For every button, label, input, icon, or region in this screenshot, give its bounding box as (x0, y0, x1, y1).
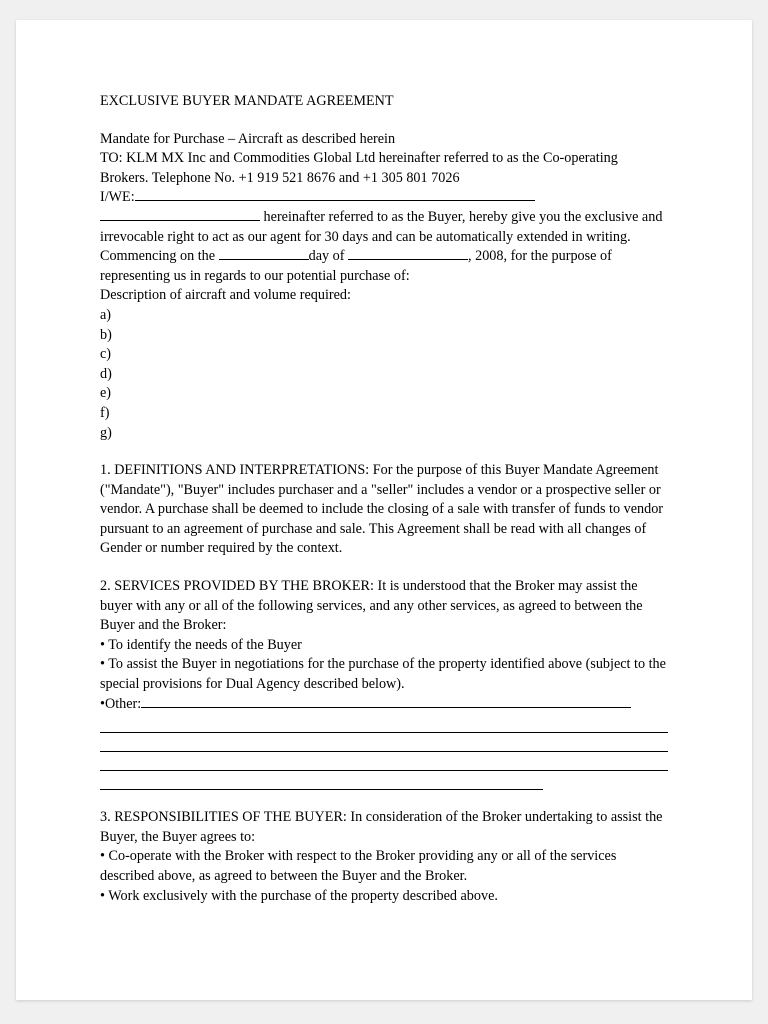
other-blank-line-3[interactable] (100, 735, 668, 752)
other-blank-field[interactable] (141, 707, 631, 708)
buyer-name-blank-field[interactable] (100, 220, 260, 221)
section-2: 2. SERVICES PROVIDED BY THE BROKER: It i… (100, 577, 668, 790)
list-item: g) (100, 424, 668, 444)
section-2-heading: 2. SERVICES PROVIDED BY THE BROKER: (100, 578, 374, 594)
iwe-line: I/WE: (100, 188, 668, 208)
to-body: KLM MX Inc and Commodities Global Ltd he… (100, 150, 618, 186)
list-item: a) (100, 306, 668, 326)
buyer-clause-text: hereinafter referred to as the Buyer, he… (100, 209, 662, 245)
other-label: •Other: (100, 696, 141, 712)
other-blank-line-4[interactable] (100, 754, 668, 771)
other-blank-line-5[interactable] (100, 773, 543, 790)
section-3-heading: 3. RESPONSIBILITIES OF THE BUYER: (100, 809, 347, 825)
mandate-for-line: Mandate for Purchase – Aircraft as descr… (100, 130, 668, 150)
section-3-bullet-1: • Co-operate with the Broker with respec… (100, 847, 668, 886)
section-2-line2: Buyer and the Broker: (100, 616, 668, 636)
description-line: Description of aircraft and volume requi… (100, 286, 668, 306)
other-line: •Other: (100, 695, 668, 715)
to-line: TO: KLM MX Inc and Commodities Global Lt… (100, 149, 668, 188)
list-item: d) (100, 365, 668, 385)
iwe-label: I/WE: (100, 189, 135, 205)
intro-block: Mandate for Purchase – Aircraft as descr… (100, 130, 668, 444)
document-page: EXCLUSIVE BUYER MANDATE AGREEMENT Mandat… (16, 20, 752, 1000)
aircraft-list: a) b) c) d) e) f) g) (100, 306, 668, 443)
section-3-lead: In consideration of the Broker undertaki… (347, 809, 663, 825)
other-blank-line-2[interactable] (100, 716, 668, 733)
section-3-heading-line: 3. RESPONSIBILITIES OF THE BUYER: In con… (100, 808, 668, 828)
commencing-day-field[interactable] (219, 259, 309, 260)
section-2-bullet-1: • To identify the needs of the Buyer (100, 636, 668, 656)
list-item: b) (100, 326, 668, 346)
iwe-blank-field[interactable] (135, 200, 535, 201)
day-of-label: day of (309, 248, 348, 264)
buyer-clause-line: hereinafter referred to as the Buyer, he… (100, 208, 668, 247)
document-title: EXCLUSIVE BUYER MANDATE AGREEMENT (100, 92, 668, 112)
section-1-heading: 1. DEFINITIONS AND INTERPRETATIONS: (100, 462, 369, 478)
list-item: c) (100, 345, 668, 365)
section-3: 3. RESPONSIBILITIES OF THE BUYER: In con… (100, 808, 668, 906)
section-2-heading-line: 2. SERVICES PROVIDED BY THE BROKER: It i… (100, 577, 668, 616)
commencing-prefix: Commencing on the (100, 248, 219, 264)
section-2-bullet-2: • To assist the Buyer in negotiations fo… (100, 655, 668, 694)
section-1-lead: For the purpose of this Buyer Mandate Ag… (369, 462, 658, 478)
section-3-line2: Buyer, the Buyer agrees to: (100, 828, 668, 848)
list-item: f) (100, 404, 668, 424)
section-3-bullet-2: • Work exclusively with the purchase of … (100, 887, 668, 907)
commencing-line: Commencing on the day of , 2008, for the… (100, 247, 668, 286)
commencing-month-field[interactable] (348, 259, 468, 260)
list-item: e) (100, 384, 668, 404)
section-1: 1. DEFINITIONS AND INTERPRETATIONS: For … (100, 461, 668, 559)
section-1-body: ("Mandate"), "Buyer" includes purchaser … (100, 481, 668, 559)
to-prefix: TO: (100, 150, 126, 166)
section-1-heading-line: 1. DEFINITIONS AND INTERPRETATIONS: For … (100, 461, 668, 481)
